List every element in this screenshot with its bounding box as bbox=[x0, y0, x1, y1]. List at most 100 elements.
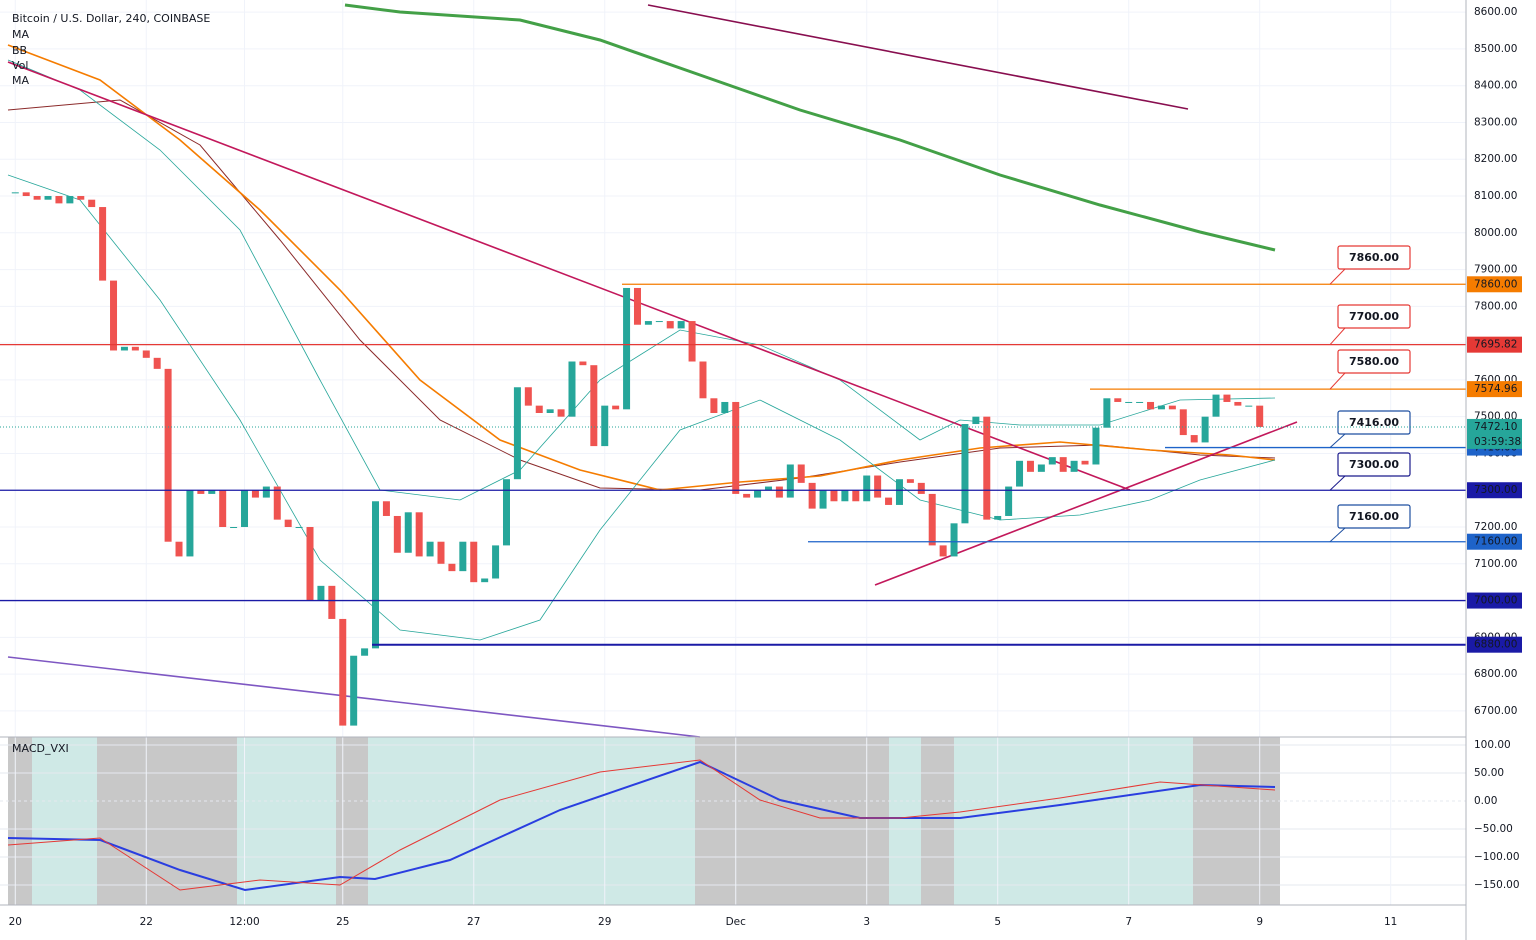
bollinger-lower bbox=[7, 174, 1276, 641]
trend-line bbox=[7, 61, 1131, 491]
y-tick-label: 7800.00 bbox=[1474, 300, 1517, 312]
chart-title: Bitcoin / U.S. Dollar, 240, COINBASE bbox=[12, 12, 210, 25]
price-tag-label: 7300.00 bbox=[1474, 484, 1517, 496]
callout-pointer bbox=[1329, 372, 1346, 390]
candle-body bbox=[513, 387, 521, 480]
candle-body bbox=[1005, 486, 1013, 516]
callout-label: 7160.00 bbox=[1349, 510, 1399, 523]
candle-body bbox=[764, 486, 772, 491]
price-tag bbox=[1467, 381, 1522, 398]
ma-line bbox=[7, 99, 1276, 491]
candle-body bbox=[830, 490, 838, 502]
price-tag-label: 7695.82 bbox=[1474, 339, 1517, 351]
candle-body bbox=[11, 192, 19, 194]
candle-body bbox=[895, 479, 903, 505]
candle-body bbox=[448, 563, 456, 572]
x-tick-label: Dec bbox=[726, 916, 747, 928]
candle-body bbox=[492, 545, 500, 579]
signal-line bbox=[7, 759, 1276, 891]
x-tick-label: 9 bbox=[1256, 916, 1263, 928]
y-tick-label: 50.00 bbox=[1474, 767, 1504, 779]
candle-body bbox=[459, 541, 467, 572]
y-tick-label: 7900.00 bbox=[1474, 264, 1517, 276]
callout-label: 7416.00 bbox=[1349, 416, 1399, 429]
candle-body bbox=[88, 199, 96, 208]
x-tick-label: 7 bbox=[1125, 916, 1132, 928]
candle-body bbox=[710, 398, 718, 413]
candle-body bbox=[219, 490, 227, 528]
candle-body bbox=[688, 321, 696, 362]
candle-body bbox=[230, 527, 238, 529]
price-tag bbox=[1467, 636, 1522, 653]
candle-body bbox=[470, 541, 478, 583]
candle-body bbox=[110, 280, 118, 351]
candle-body bbox=[623, 287, 631, 410]
bollinger-upper bbox=[7, 59, 1276, 501]
x-tick-label: 12:00 bbox=[229, 916, 259, 928]
candle-body bbox=[972, 416, 980, 425]
candle-body bbox=[928, 493, 936, 546]
candle-body bbox=[644, 321, 652, 325]
candle-body bbox=[863, 475, 871, 502]
price-tag-label: 7574.96 bbox=[1474, 383, 1518, 395]
candle-body bbox=[1190, 435, 1198, 443]
candle-body bbox=[372, 501, 380, 649]
candle-body bbox=[983, 416, 991, 520]
candle-body bbox=[120, 346, 128, 351]
candle-body bbox=[939, 545, 947, 557]
candle-body bbox=[361, 648, 369, 656]
callout-label: 7860.00 bbox=[1349, 251, 1399, 264]
candle-body bbox=[502, 479, 510, 546]
candle-body bbox=[1026, 460, 1034, 472]
y-tick-label: −150.00 bbox=[1474, 879, 1520, 891]
candle-body bbox=[1245, 405, 1253, 407]
candle-body bbox=[1234, 401, 1242, 406]
candle-body bbox=[426, 541, 434, 557]
y-tick-label: 8300.00 bbox=[1474, 116, 1517, 128]
candle-body bbox=[404, 512, 412, 553]
candle-body bbox=[1081, 460, 1089, 465]
candle-body bbox=[1157, 405, 1165, 410]
candle-body bbox=[699, 361, 707, 399]
candle-body bbox=[797, 464, 805, 483]
candle-body bbox=[906, 479, 914, 483]
candle-body bbox=[743, 493, 751, 498]
y-tick-label: 8000.00 bbox=[1474, 227, 1517, 239]
candle-body bbox=[1016, 460, 1024, 487]
candle-body bbox=[44, 196, 52, 200]
x-tick-label: 5 bbox=[994, 916, 1001, 928]
y-tick-label: 8400.00 bbox=[1474, 80, 1517, 92]
candle-body bbox=[1256, 405, 1264, 427]
candle-body bbox=[1048, 457, 1056, 465]
y-tick-label: 8600.00 bbox=[1474, 6, 1517, 18]
levels: 7860.00 7700.00 7580.00 7416.00 7300.00 7160.… bbox=[0, 245, 1466, 646]
candles bbox=[11, 192, 1264, 726]
x-tick-label: 20 bbox=[9, 916, 22, 928]
candle-body bbox=[524, 387, 532, 406]
callout-box bbox=[1337, 504, 1411, 529]
candle-body bbox=[535, 405, 543, 413]
x-tick-label: 11 bbox=[1384, 916, 1397, 928]
candle-body bbox=[819, 490, 827, 509]
trend-line bbox=[647, 4, 1189, 110]
indicator-label: Vol bbox=[12, 59, 28, 72]
candle-body bbox=[1201, 416, 1209, 443]
candle-body bbox=[1223, 394, 1231, 402]
candle-body bbox=[186, 490, 194, 557]
callout-box bbox=[1337, 452, 1411, 477]
candle-body bbox=[1212, 394, 1220, 417]
candle-body bbox=[666, 321, 674, 329]
candle-body bbox=[557, 409, 565, 417]
x-tick-label: 25 bbox=[336, 916, 349, 928]
candle-body bbox=[1179, 409, 1187, 436]
macd-line bbox=[7, 760, 1276, 892]
candle-body bbox=[142, 350, 150, 358]
candle-body bbox=[251, 490, 259, 498]
y-tick-label: 100.00 bbox=[1474, 739, 1511, 751]
candle-body bbox=[328, 585, 336, 619]
callout-pointer bbox=[1329, 327, 1346, 345]
y-tick-label: −50.00 bbox=[1474, 823, 1513, 835]
y-tick-label: 6800.00 bbox=[1474, 668, 1517, 680]
candle-body bbox=[164, 368, 172, 542]
